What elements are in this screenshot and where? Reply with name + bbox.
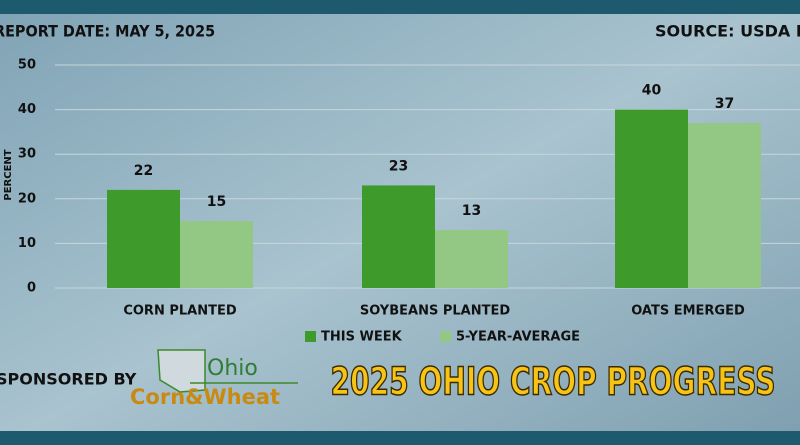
x-tick-label: CORN PLANTED	[123, 304, 237, 319]
chart-title: 2025 OHIO CROP PROGRESS	[331, 360, 776, 404]
bar	[615, 109, 688, 288]
y-axis-label: PERCENT	[3, 149, 14, 200]
bar	[688, 122, 761, 288]
y-tick-label: 30	[18, 147, 36, 162]
legend-label: THIS WEEK	[321, 330, 403, 345]
logo-top: Ohio	[207, 356, 258, 381]
x-tick-label: OATS EMERGED	[631, 304, 745, 319]
legend-swatch	[305, 331, 316, 342]
x-tick-label: SOYBEANS PLANTED	[360, 304, 510, 319]
legend-swatch	[440, 331, 451, 342]
y-tick-label: 40	[18, 102, 36, 117]
y-tick-label: 0	[27, 281, 36, 296]
y-tick-label: 20	[18, 191, 36, 206]
data-label: 37	[715, 96, 734, 112]
data-label: 15	[207, 194, 226, 210]
bar	[362, 185, 435, 288]
source: SOURCE: USDA NASS	[655, 22, 800, 41]
data-label: 22	[134, 163, 153, 179]
top-bar	[0, 0, 800, 14]
bar	[180, 221, 253, 288]
y-tick-label: 10	[18, 236, 36, 251]
logo: Ohio Corn&Wheat	[130, 349, 298, 409]
bar	[435, 230, 508, 288]
legend-label: 5-YEAR-AVERAGE	[456, 330, 580, 345]
data-label: 13	[462, 203, 481, 219]
data-label: 23	[389, 158, 408, 174]
sponsor-label: SPONSORED BY	[0, 370, 137, 389]
bottom-bar	[0, 431, 800, 445]
logo-state	[157, 349, 206, 393]
logo-bottom: Corn&Wheat	[130, 385, 280, 409]
bar	[107, 189, 180, 288]
y-tick-label: 50	[18, 58, 36, 73]
data-label: 40	[642, 83, 662, 99]
report-date: REPORT DATE: MAY 5, 2025	[0, 22, 215, 41]
